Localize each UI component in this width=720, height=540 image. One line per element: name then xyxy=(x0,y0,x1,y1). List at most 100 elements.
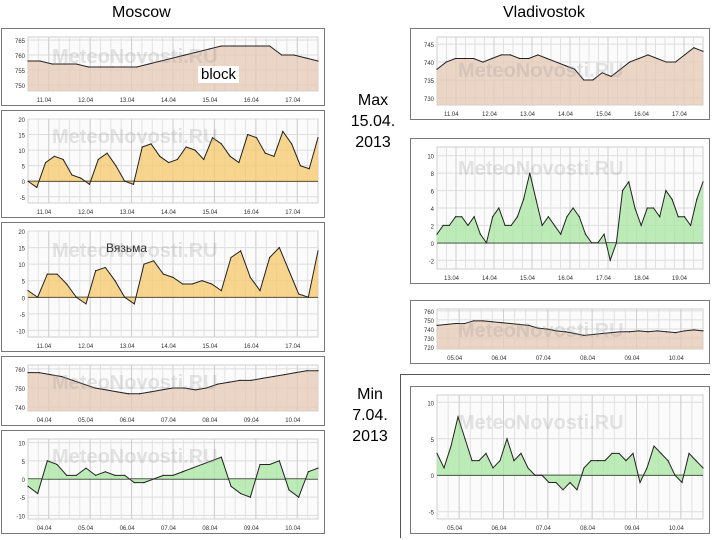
y-tick-label: 720 xyxy=(424,346,435,352)
data-point xyxy=(249,496,251,498)
data-point xyxy=(27,290,29,292)
y-tick-label: 5 xyxy=(22,460,26,466)
data-point xyxy=(618,452,620,454)
data-point xyxy=(39,60,41,62)
data-point xyxy=(677,216,679,218)
vladivostok-header: Vladivostok xyxy=(503,4,585,21)
data-point xyxy=(467,224,469,227)
data-point xyxy=(250,379,252,381)
data-point xyxy=(436,233,438,235)
data-point xyxy=(537,54,539,56)
y-tick-label: 0 xyxy=(22,180,26,186)
data-point xyxy=(203,158,205,161)
data-point xyxy=(49,373,51,376)
data-point xyxy=(95,474,97,476)
vladivostok-min-pressure-chart: 760 750 740 730 720 05.04 06.04 07.04 08.04 09.04… xyxy=(410,300,710,364)
data-point xyxy=(688,452,690,454)
data-point xyxy=(513,460,515,462)
y-tick-label: 750 xyxy=(15,84,26,90)
data-point xyxy=(684,54,686,56)
data-point xyxy=(317,370,319,372)
data-point xyxy=(114,474,116,476)
data-point xyxy=(584,233,587,235)
data-point xyxy=(629,331,631,333)
data-point xyxy=(509,322,511,325)
y-tick-label: 6 xyxy=(431,190,435,196)
data-point xyxy=(194,389,196,391)
data-point xyxy=(659,216,661,218)
y-tick-label: 0 xyxy=(22,296,26,302)
data-point xyxy=(601,72,603,74)
data-point xyxy=(37,492,39,495)
data-point xyxy=(619,68,622,70)
data-point xyxy=(647,331,649,333)
data-point xyxy=(141,146,143,148)
data-point xyxy=(136,66,138,68)
data-point xyxy=(105,389,107,391)
data-point xyxy=(702,330,704,332)
data-point xyxy=(528,324,530,326)
data-point xyxy=(702,50,704,52)
x-tick-label: 06.04 xyxy=(492,356,508,362)
data-point xyxy=(153,260,155,262)
data-point xyxy=(454,216,457,218)
data-point xyxy=(638,57,640,60)
data-point xyxy=(492,216,494,218)
chart-svg: 20 15 10 5 0 -5 -10 11.04 12.04 13.04 14.04 15.04 16… xyxy=(16,230,319,350)
x-tick-label: 05.04 xyxy=(447,526,463,532)
y-tick-label: 0 xyxy=(431,474,435,480)
y-tick-label: -5 xyxy=(20,196,26,202)
data-point xyxy=(183,387,185,389)
data-point xyxy=(527,467,529,469)
data-point xyxy=(238,161,240,164)
data-point xyxy=(619,331,622,333)
data-point xyxy=(464,438,466,440)
x-tick-label: 10.04 xyxy=(285,526,301,532)
data-point xyxy=(220,456,222,458)
data-point xyxy=(646,207,648,209)
vladivostok-max-pressure-chart: 745 740 735 730 11.04 12.04 13.04 14.04 15.04 16.… xyxy=(410,28,710,120)
series-area xyxy=(437,173,703,261)
data-point xyxy=(201,463,203,466)
data-point xyxy=(482,61,484,63)
data-point xyxy=(56,273,58,275)
data-point xyxy=(264,152,266,154)
data-point xyxy=(592,79,594,81)
x-tick-label: 19.04 xyxy=(672,276,688,282)
data-point xyxy=(555,61,557,63)
viazma-max-temperature-chart: 20 15 10 5 0 -5 -10 11.04 12.04 13.04 14.04 15.04 16… xyxy=(1,222,325,352)
chart-svg: 10 5 0 -5 -10 04.04 05.04 06.04 07.04 08.04 09.04 1… xyxy=(16,438,319,532)
data-point xyxy=(516,216,519,218)
x-tick-label: 10.04 xyxy=(669,356,685,362)
x-tick-label: 17.04 xyxy=(285,344,301,350)
x-tick-label: 11.04 xyxy=(37,98,52,104)
y-tick-label: 10 xyxy=(427,155,434,161)
data-point xyxy=(133,482,135,484)
data-point xyxy=(106,152,108,154)
data-point xyxy=(87,66,90,68)
x-tick-label: 16.04 xyxy=(244,98,260,104)
y-tick-label: 745 xyxy=(424,43,435,49)
data-point xyxy=(504,224,506,227)
y-tick-label: 730 xyxy=(424,337,435,343)
data-point xyxy=(518,323,521,326)
data-point xyxy=(104,266,106,269)
x-tick-label: 16.04 xyxy=(558,276,574,282)
data-point xyxy=(124,296,126,298)
data-point xyxy=(695,460,697,462)
series-area xyxy=(28,46,318,91)
data-point xyxy=(555,330,557,332)
data-point xyxy=(674,474,676,476)
data-point xyxy=(172,57,174,59)
data-point xyxy=(560,233,562,235)
data-point xyxy=(288,270,290,272)
data-point xyxy=(27,372,29,374)
data-point xyxy=(278,246,280,249)
x-tick-label: 04.04 xyxy=(37,526,53,532)
data-point xyxy=(485,452,487,454)
data-point xyxy=(94,387,96,389)
data-point xyxy=(674,61,677,63)
x-tick-label: 12.04 xyxy=(482,112,498,118)
y-tick-label: 15 xyxy=(18,134,25,140)
data-point xyxy=(583,334,585,336)
